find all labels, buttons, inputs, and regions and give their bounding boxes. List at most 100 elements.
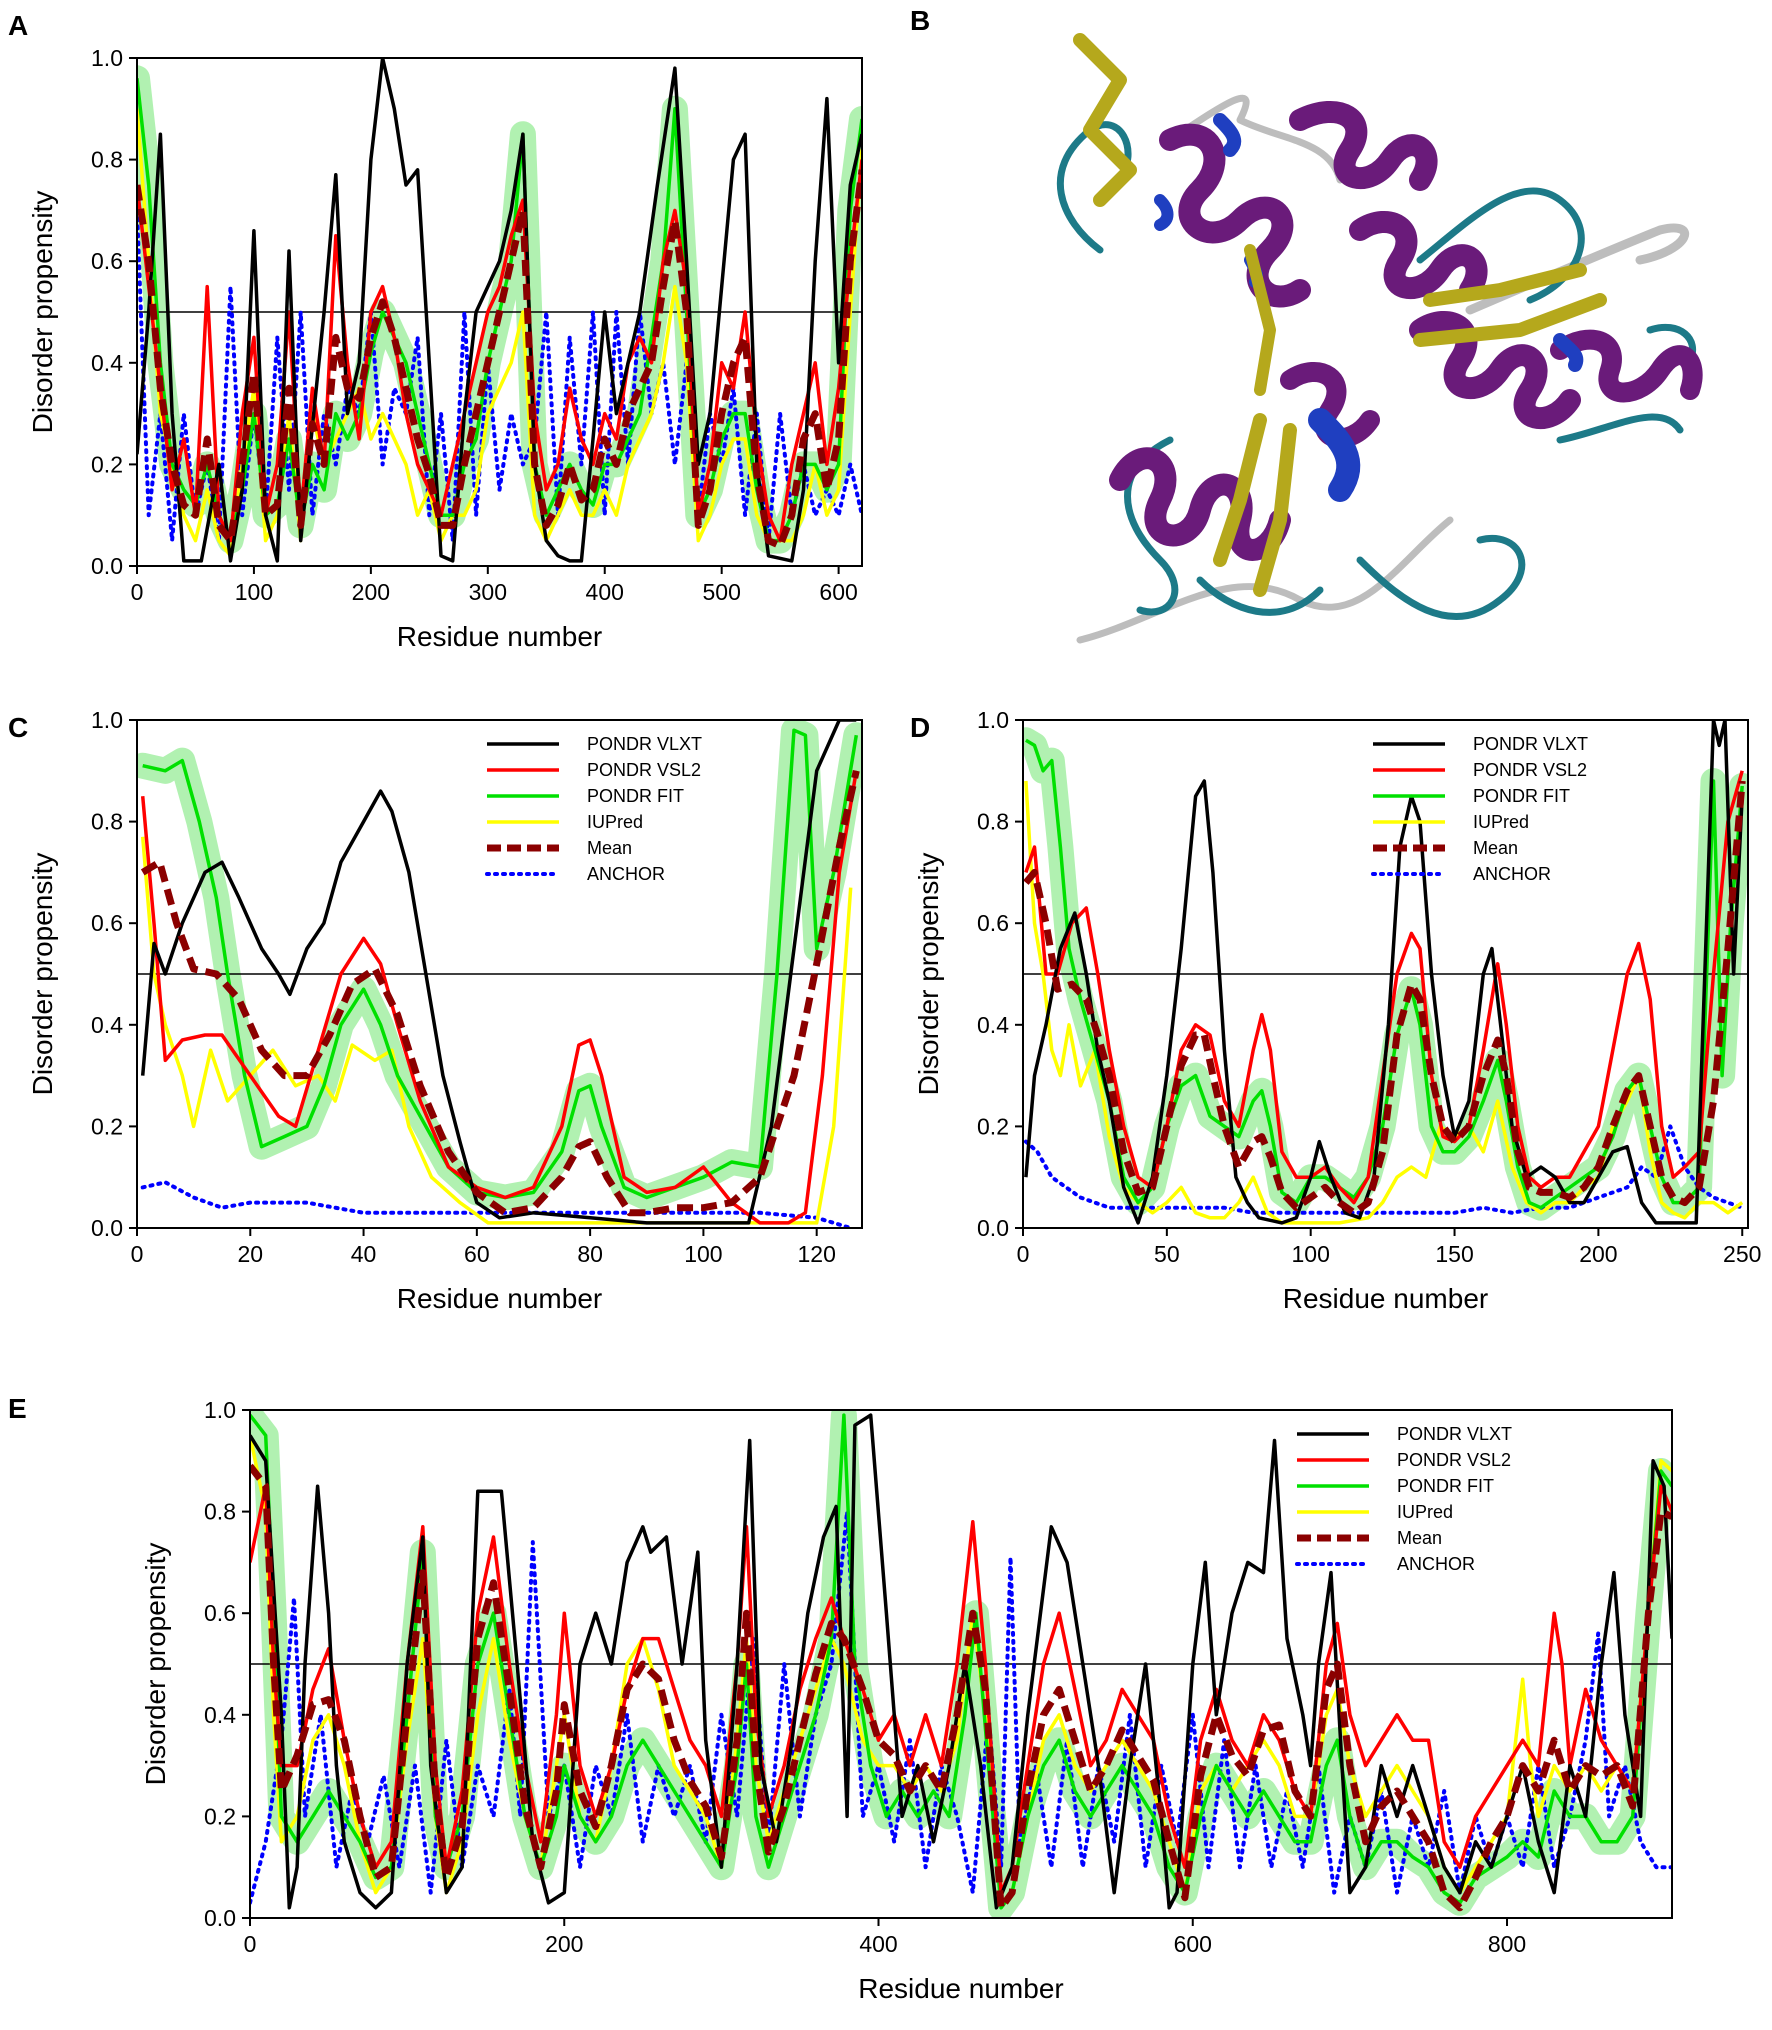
protein-structure-panel: B bbox=[910, 5, 1703, 644]
x-tick-label: 400 bbox=[586, 579, 624, 605]
x-axis-label: Residue number bbox=[397, 621, 602, 652]
legend-label-mean: Mean bbox=[587, 838, 632, 858]
plot-area bbox=[1023, 720, 1748, 1225]
legend-label-anchor: ANCHOR bbox=[1473, 864, 1551, 884]
y-tick-label: 0.0 bbox=[204, 1905, 236, 1931]
x-tick-label: 500 bbox=[702, 579, 740, 605]
y-tick-label: 1.0 bbox=[91, 707, 123, 733]
y-axis-label: Disorder propensity bbox=[27, 853, 58, 1096]
y-tick-label: 1.0 bbox=[91, 45, 123, 71]
legend-label-vsl2: PONDR VSL2 bbox=[1473, 760, 1587, 780]
x-tick-label: 60 bbox=[464, 1241, 490, 1267]
series-line-mean bbox=[250, 1463, 1672, 1912]
legend-label-iupred: IUPred bbox=[1397, 1502, 1453, 1522]
panel-label-b: B bbox=[910, 5, 930, 36]
x-tick-label: 600 bbox=[819, 579, 857, 605]
chart-panel-a: A 0.0 0.2 0.4 0.6 0.8 1.0 0 100 200 300 400 500 600 Re… bbox=[8, 10, 863, 652]
series-line-vlxt bbox=[140, 720, 857, 1225]
y-tick-label: 0.8 bbox=[204, 1499, 236, 1525]
x-tick-label: 120 bbox=[798, 1241, 836, 1267]
x-tick-label: 200 bbox=[545, 1931, 583, 1957]
y-tick-label: 0.6 bbox=[977, 910, 1009, 936]
series-line-iupred bbox=[1024, 780, 1744, 1225]
y-tick-label: 0.6 bbox=[204, 1600, 236, 1626]
x-tick-label: 0 bbox=[244, 1931, 257, 1957]
x-tick-label: 0 bbox=[1017, 1241, 1030, 1267]
x-tick-label: 200 bbox=[1579, 1241, 1617, 1267]
protein-ribbon-structure-icon bbox=[1057, 33, 1703, 644]
y-tick-label: 0.2 bbox=[977, 1113, 1009, 1139]
plot-area bbox=[137, 720, 862, 1228]
x-tick-label: 100 bbox=[1292, 1241, 1330, 1267]
legend-label-iupred: IUPred bbox=[587, 812, 643, 832]
x-tick-label: 300 bbox=[469, 579, 507, 605]
series-line-vlxt bbox=[1024, 720, 1744, 1225]
series-line-vsl2 bbox=[250, 1484, 1672, 1895]
y-tick-label: 0.2 bbox=[91, 451, 123, 477]
panel-label-d: D bbox=[910, 712, 930, 743]
y-tick-label: 0.0 bbox=[977, 1215, 1009, 1241]
y-tick-label: 0.4 bbox=[91, 350, 123, 376]
y-tick-label: 0.8 bbox=[91, 147, 123, 173]
x-axis-label: Residue number bbox=[858, 1973, 1063, 2004]
series-line-fit bbox=[250, 1413, 1672, 1910]
y-tick-label: 0.2 bbox=[204, 1803, 236, 1829]
y-axis-label: Disorder propensity bbox=[913, 853, 944, 1096]
legend-label-vsl2: PONDR VSL2 bbox=[1397, 1450, 1511, 1470]
plot-frame bbox=[136, 719, 863, 1229]
y-tick-label: 0.6 bbox=[91, 248, 123, 274]
series-line-mean bbox=[140, 770, 860, 1217]
panel-label-a: A bbox=[8, 10, 28, 41]
x-tick-label: 80 bbox=[577, 1241, 603, 1267]
y-tick-label: 0.0 bbox=[91, 553, 123, 579]
y-tick-label: 0.4 bbox=[91, 1012, 123, 1038]
x-tick-label: 20 bbox=[237, 1241, 263, 1267]
legend-label-iupred: IUPred bbox=[1473, 812, 1529, 832]
x-tick-label: 150 bbox=[1435, 1241, 1473, 1267]
y-tick-label: 0.2 bbox=[91, 1113, 123, 1139]
y-tick-label: 1.0 bbox=[204, 1397, 236, 1423]
series-line-vlxt bbox=[137, 58, 862, 563]
legend-label-anchor: ANCHOR bbox=[1397, 1554, 1475, 1574]
y-tick-label: 1.0 bbox=[977, 707, 1009, 733]
y-tick-label: 0.8 bbox=[977, 809, 1009, 835]
legend-label-fit: PONDR FIT bbox=[1473, 786, 1570, 806]
y-axis-label: Disorder propensity bbox=[27, 191, 58, 434]
x-axis-label: Residue number bbox=[397, 1283, 602, 1314]
legend-label-fit: PONDR FIT bbox=[1397, 1476, 1494, 1496]
series-line-vsl2 bbox=[140, 770, 859, 1225]
plot-frame bbox=[136, 57, 863, 567]
x-tick-label: 100 bbox=[684, 1241, 722, 1267]
x-axis-label: Residue number bbox=[1283, 1283, 1488, 1314]
series-line-fit bbox=[142, 728, 859, 1200]
legend-label-mean: Mean bbox=[1397, 1528, 1442, 1548]
series-line-mean bbox=[137, 169, 862, 550]
series-line-anchor bbox=[250, 1509, 1672, 1905]
y-tick-label: 0.4 bbox=[977, 1012, 1009, 1038]
x-tick-label: 600 bbox=[1174, 1931, 1212, 1957]
x-tick-label: 0 bbox=[131, 579, 144, 605]
plot-frame bbox=[1022, 719, 1749, 1229]
y-tick-label: 0.6 bbox=[91, 910, 123, 936]
plot-area bbox=[137, 58, 862, 563]
plot-area bbox=[250, 1410, 1672, 1918]
x-tick-label: 100 bbox=[235, 579, 273, 605]
legend-label-anchor: ANCHOR bbox=[587, 864, 665, 884]
series-line-anchor bbox=[140, 1180, 853, 1228]
x-tick-label: 0 bbox=[131, 1241, 144, 1267]
y-tick-label: 0.4 bbox=[204, 1702, 236, 1728]
y-tick-label: 0.0 bbox=[91, 1215, 123, 1241]
y-axis-label: Disorder propensity bbox=[140, 1543, 171, 1786]
chart-panel-d: D 0.0 0.2 0.4 0.6 0.8 1.0 0 50 100 150 200 250 Residu… bbox=[910, 707, 1761, 1314]
chart-panels: A0.00.20.40.60.81.00 100 200 300 400 500 600Re… bbox=[8, 10, 1761, 2004]
legend-label-vlxt: PONDR VLXT bbox=[1397, 1424, 1512, 1444]
x-tick-label: 250 bbox=[1723, 1241, 1761, 1267]
legend-label-vsl2: PONDR VSL2 bbox=[587, 760, 701, 780]
x-tick-label: 400 bbox=[859, 1931, 897, 1957]
y-tick-label: 0.8 bbox=[91, 809, 123, 835]
series-line-anchor bbox=[1023, 1124, 1745, 1215]
panel-label-e: E bbox=[8, 1393, 27, 1424]
legend-label-vlxt: PONDR VLXT bbox=[1473, 734, 1588, 754]
pondr-fit-error-band bbox=[137, 720, 862, 1211]
